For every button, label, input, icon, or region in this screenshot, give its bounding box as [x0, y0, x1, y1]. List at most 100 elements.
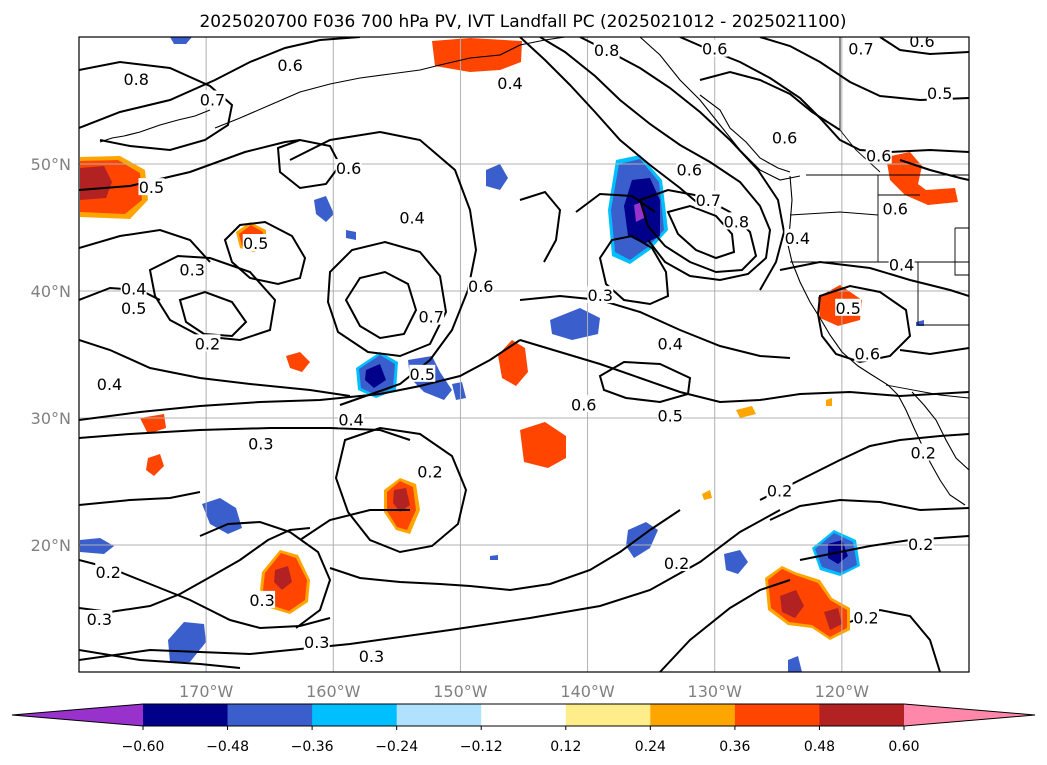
contour-label: 0.3	[359, 647, 384, 666]
shaded-region-positive	[886, 152, 958, 205]
colorbar-extend-low	[12, 704, 143, 726]
contour-label: 0.5	[835, 299, 860, 318]
shaded-region-positive	[286, 352, 310, 372]
contour-line	[326, 240, 448, 358]
shaded-region-negative	[486, 164, 508, 190]
contour-label-background	[249, 590, 276, 608]
contour-label-background	[835, 298, 862, 316]
contour-label: 0.3	[248, 435, 273, 454]
contour-label-background	[910, 443, 937, 461]
contour-line	[519, 37, 701, 206]
latitude-tick-label: 20°N	[31, 536, 71, 555]
contour-line	[79, 339, 351, 397]
shaded-region-negative	[365, 364, 386, 388]
shaded-region-negative	[452, 382, 466, 400]
contour-label: 0.4	[785, 229, 810, 248]
latitude-tick-labels: 20°N 30°N 40°N 50°N	[31, 155, 71, 555]
contour-label-background	[657, 406, 684, 424]
contour-label: 0.6	[855, 345, 880, 364]
contour-line	[779, 260, 969, 297]
contour-label: 0.8	[724, 212, 749, 231]
shaded-region-positive	[826, 398, 832, 406]
contour-label-background	[570, 395, 597, 413]
contour-line	[759, 433, 969, 501]
longitude-tick-label: 130°W	[688, 682, 743, 701]
shaded-region-negative	[202, 498, 242, 534]
contour-label-background	[771, 128, 798, 146]
latitude-tick-label: 40°N	[31, 282, 71, 301]
contour-line	[329, 509, 681, 592]
contour-line	[519, 294, 791, 359]
contour-label: 0.7	[848, 40, 873, 59]
contour-label-background	[865, 146, 892, 164]
contour-label: 0.2	[417, 463, 442, 482]
shaded-region-positive	[80, 166, 112, 200]
contour-label-background	[701, 39, 728, 57]
contour-line	[79, 527, 311, 614]
contour-label-background	[409, 364, 436, 382]
contour-label: 0.7	[200, 91, 225, 110]
contour-label: 0.6	[772, 129, 797, 148]
contour-label-background	[926, 84, 953, 102]
contour-label: 0.6	[277, 56, 302, 75]
contour-label-background	[335, 159, 362, 177]
contour-line	[816, 284, 912, 364]
contour-label: 0.3	[179, 261, 204, 280]
contour-label-background	[179, 260, 206, 278]
map-area: 0.80.70.60.60.50.50.40.60.70.30.40.50.20…	[79, 37, 969, 672]
contour-label-background	[657, 334, 684, 352]
contour-line	[879, 37, 969, 56]
shaded-region-negative	[170, 37, 192, 44]
contour-line	[519, 190, 562, 263]
longitude-tick-label: 170°W	[179, 682, 234, 701]
colorbar-segment	[819, 704, 905, 726]
colorbar-segment	[734, 704, 820, 726]
contour-line	[79, 228, 211, 263]
contour-line	[79, 60, 234, 152]
contour-line	[148, 254, 277, 342]
shaded-region-positive	[520, 422, 566, 468]
shaded-region-positive	[498, 340, 528, 386]
pv-contours	[79, 37, 969, 672]
contour-line	[79, 339, 521, 421]
contour-line	[79, 491, 201, 506]
contour-line	[519, 339, 969, 404]
contour-label: 0.3	[588, 286, 613, 305]
contour-line	[759, 37, 969, 102]
shaded-region-positive	[393, 488, 410, 512]
contour-label: 0.4	[338, 411, 363, 430]
contour-line	[699, 70, 841, 131]
colorbar-tick-label: −0.12	[460, 739, 503, 755]
contour-label: 0.8	[594, 41, 619, 60]
contour-line	[539, 37, 772, 282]
contour-label: 0.5	[410, 365, 435, 384]
coastline-alaska	[214, 37, 566, 129]
contour-line	[575, 192, 656, 213]
contour-labels: 0.80.70.60.60.50.50.40.60.70.30.40.50.20…	[86, 37, 953, 666]
shaded-region-positive	[432, 38, 522, 72]
coastline-west-us	[787, 175, 899, 396]
contour-label: 0.6	[571, 395, 596, 414]
graticule	[79, 37, 969, 672]
latitude-tick-label: 30°N	[31, 409, 71, 428]
contour-label-background	[847, 39, 874, 57]
shaded-region-negative	[490, 555, 498, 560]
contour-label: 0.6	[702, 40, 727, 59]
contour-label: 0.4	[497, 74, 522, 93]
shaded-region-negative	[346, 230, 356, 240]
colorbar-tick-label: −0.24	[375, 739, 418, 755]
contour-line	[899, 347, 969, 356]
contour-label: 0.4	[121, 280, 146, 299]
colorbar-tick-label: −0.36	[291, 739, 334, 755]
contour-label-background	[95, 562, 122, 580]
border-state-4	[789, 211, 879, 216]
contour-label: 0.6	[336, 159, 361, 178]
longitude-tick-label: 160°W	[306, 682, 361, 701]
contour-label: 0.7	[696, 191, 721, 210]
coastline-bc	[699, 94, 791, 173]
contour-label-background	[123, 70, 150, 88]
coastline-gulf-california	[911, 391, 969, 471]
contour-line	[79, 509, 781, 661]
colorbar: −0.60 −0.48 −0.36 −0.24 −0.12 0.12 0.24 0.36 0.4…	[11, 703, 1036, 755]
